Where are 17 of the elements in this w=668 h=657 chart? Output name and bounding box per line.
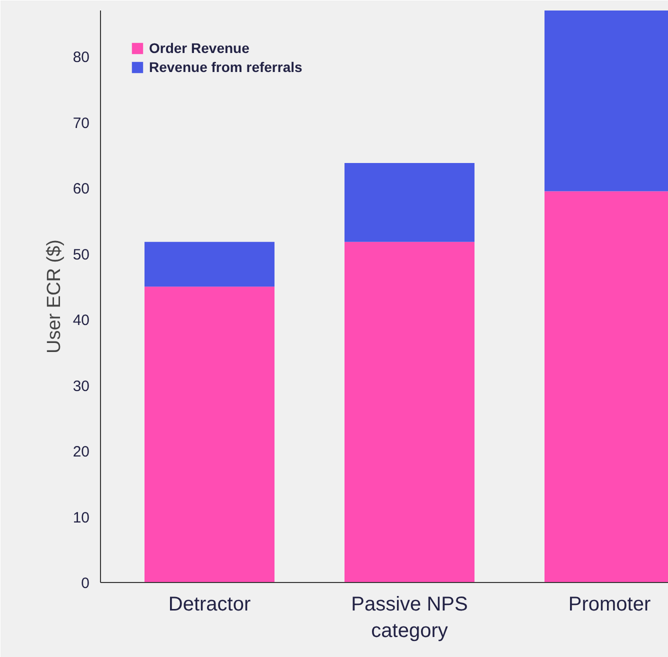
bar: [144, 286, 274, 582]
y-tick-label: 60: [72, 180, 90, 198]
y-tick-label: 30: [72, 378, 90, 395]
y-tick-label: 0: [81, 575, 90, 592]
y-tick-label: 50: [72, 246, 90, 264]
x-tick-label: Passive NPS category: [351, 594, 468, 642]
legend-label: Revenue from referrals: [149, 59, 302, 75]
x-tick-label: Promoter: [568, 594, 651, 616]
y-tick-label: 70: [72, 114, 90, 132]
legend-label: Order Revenue: [149, 40, 250, 56]
y-tick-label: 40: [72, 312, 90, 330]
y-tick-label: 10: [72, 509, 90, 526]
y-axis-title: User ECR ($): [44, 239, 65, 354]
bar: [144, 242, 274, 287]
y-tick-label: 20: [72, 444, 90, 461]
y-tick-label: 80: [72, 49, 90, 66]
x-tick-label: Detractor: [168, 594, 251, 616]
